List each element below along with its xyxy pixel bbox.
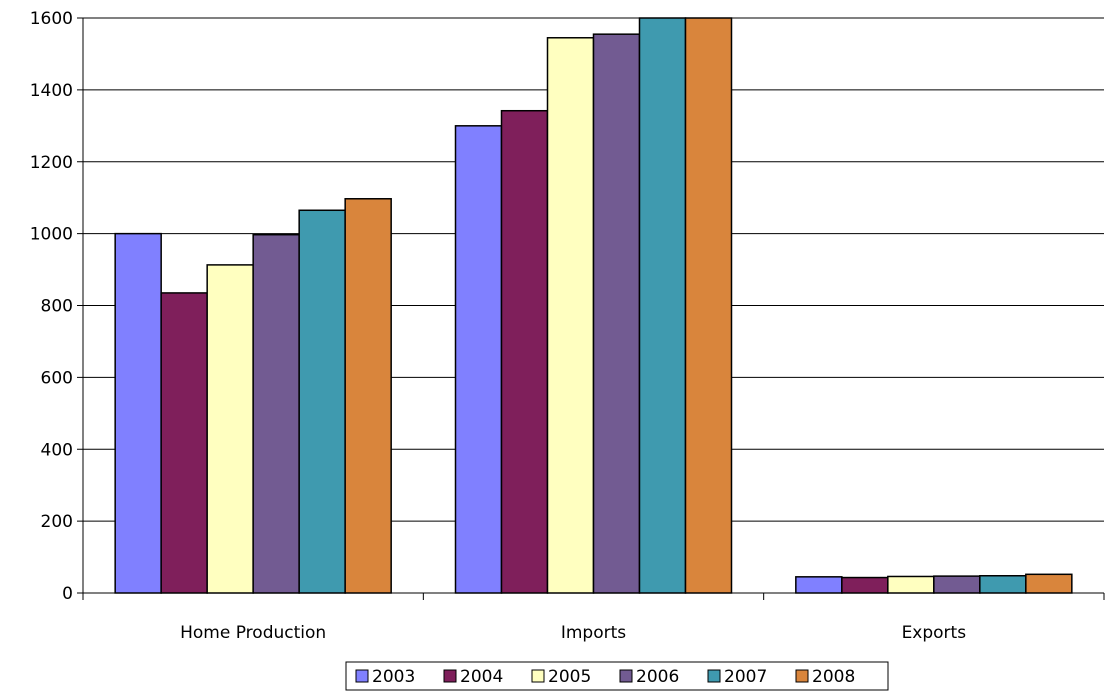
bar-2005-exports [887, 575, 935, 594]
legend-swatch [707, 669, 721, 683]
x-tick-label: Exports [902, 623, 967, 643]
y-tick-labels: 0 200 400 600 800 1000 1200 1400 1600 [30, 9, 73, 604]
bar-2008-imports [684, 17, 733, 594]
bar-2008-home-production [344, 198, 392, 594]
y-tick-label: 0 [62, 584, 73, 604]
y-tick-label: 200 [41, 512, 73, 532]
legend-label: 2008 [812, 667, 855, 687]
axes [77, 17, 1105, 600]
legend-swatch [795, 669, 809, 683]
bar-2006-imports [592, 33, 641, 594]
bar-2007-home-production [298, 209, 346, 594]
legend-swatch [443, 669, 457, 683]
y-tick-label: 1600 [30, 9, 73, 29]
bar-2005-home-production [206, 264, 254, 594]
x-tick-label: Imports [561, 623, 626, 643]
bar-2004-imports [500, 109, 549, 594]
bar-2003-home-production [114, 232, 162, 594]
bar-2003-exports [795, 576, 843, 594]
legend-label: 2006 [636, 667, 679, 687]
x-tick-label: Home Production [180, 623, 326, 643]
y-tick-label: 400 [41, 440, 73, 460]
bar-2004-exports [841, 576, 889, 594]
bar-2006-exports [933, 575, 981, 594]
bar-2004-home-production [160, 292, 208, 594]
legend: 2003 2004 2005 2006 2007 2008 [345, 661, 889, 691]
legend-swatch [355, 669, 369, 683]
legend-label: 2003 [372, 667, 415, 687]
legend-label: 2004 [460, 667, 503, 687]
y-tick-label: 800 [41, 297, 73, 317]
legend-swatch [531, 669, 545, 683]
bar-2007-imports [638, 17, 687, 594]
bars [114, 17, 1073, 594]
bar-2008-exports [1025, 573, 1073, 594]
bar-2003-imports [454, 125, 503, 594]
legend-label: 2007 [724, 667, 767, 687]
x-tick-labels: Home Production Imports Exports [180, 623, 966, 643]
y-tick-label: 1400 [30, 81, 73, 101]
bar-2006-home-production [252, 233, 300, 594]
y-tick-label: 1000 [30, 225, 73, 245]
bar-2005-imports [546, 37, 595, 594]
legend-label: 2005 [548, 667, 591, 687]
bar-2007-exports [979, 575, 1027, 594]
legend-swatch [619, 669, 633, 683]
y-tick-label: 600 [41, 368, 73, 388]
y-tick-label: 1200 [30, 153, 73, 173]
